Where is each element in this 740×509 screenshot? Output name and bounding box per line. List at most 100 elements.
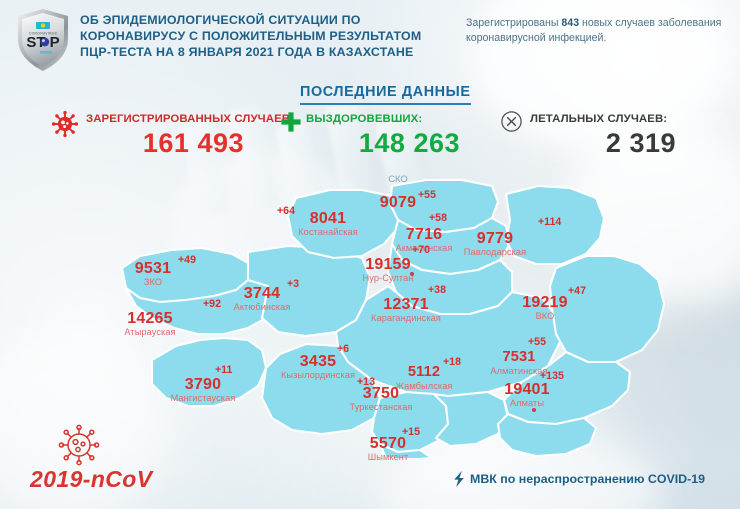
map-value-pavlodar: 9779	[476, 230, 514, 247]
map-label-nursultan: 19159 Нур-Султан	[363, 256, 414, 284]
region-kostanay	[286, 188, 402, 260]
map-label-shymkent: 5570 Шымкент	[368, 435, 409, 463]
region-almaty-city	[496, 412, 598, 458]
new-cases-note: Зарегистрированы 843 новых случаев забол…	[466, 16, 730, 45]
stat-recovered: ВЫЗДОРОВЕВШИХ: 148 263	[280, 111, 460, 159]
map-name-karaganda: Карагандинская	[371, 313, 441, 323]
map-label-zko: 9531 ЗКО	[135, 260, 171, 288]
map-label-turkestan: 3750 Туркестанская	[349, 385, 412, 413]
kazakhstan-region-map: СКО 9079 +55 8041 Костанайская +64 7716 …	[0, 168, 740, 462]
map-label-pavlodar: 9779 Павлодарская	[464, 230, 526, 258]
map-delta-zhambyl: +18	[443, 356, 461, 368]
svg-text:CORONAVIRUS: CORONAVIRUS	[29, 32, 58, 36]
map-label-vko: 19219 ВКО	[522, 294, 568, 322]
map-delta-almaty-city: +135	[540, 370, 564, 382]
map-value-mangistau: 3790	[184, 376, 222, 393]
map-label-kyzylorda: 3435 Кызылординская	[281, 353, 355, 381]
region-vko	[548, 254, 666, 364]
map-label-mangistau: 3790 Мангистауская	[171, 376, 236, 404]
map-value-shymkent: 5570	[369, 435, 407, 452]
map-label-sko: 9079	[380, 194, 416, 211]
map-delta-zko: +49	[178, 254, 196, 266]
map-delta-karaganda: +38	[428, 284, 446, 296]
map-value-vko: 19219	[522, 294, 568, 311]
map-name-turkestan: Туркестанская	[349, 402, 413, 412]
map-delta-turkestan: +13	[357, 376, 375, 388]
stat-registered-value: 161 493	[142, 128, 244, 159]
stat-recovered-value: 148 263	[358, 128, 460, 159]
map-delta-mangistau: +11	[215, 364, 233, 376]
map-name-vko: ВКО	[535, 311, 555, 321]
map-delta-shymkent: +15	[402, 426, 420, 438]
region-pavlodar	[504, 184, 606, 266]
stat-deaths-label: ЛЕТАЛЬНЫХ СЛУЧАЕВ:	[530, 113, 668, 125]
map-name-mangistau: Мангистауская	[170, 393, 236, 403]
map-name-aktobe: Актюбинская	[233, 302, 291, 312]
stat-registered-cases: ЗАРЕГИСТРИРОВАННЫХ СЛУЧАЕВ: 161 493	[51, 110, 295, 159]
map-value-sko: 9079	[379, 194, 417, 211]
map-name-atyrau: Атырауская	[124, 327, 176, 337]
map-name-nursultan: Нур-Султан	[362, 273, 414, 283]
stat-registered-label: ЗАРЕГИСТРИРОВАННЫХ СЛУЧАЕВ:	[86, 113, 295, 125]
capital-marker-dot	[410, 272, 414, 276]
map-value-almaty-region: 7531	[502, 349, 536, 365]
region-shymkent	[378, 442, 434, 458]
footer-organization-label: МВК по нераспространению COVID-19	[470, 472, 706, 486]
page-title: ОБ ЭПИДЕМИОЛОГИЧЕСКОЙ СИТУАЦИИ ПО КОРОНА…	[80, 13, 422, 60]
virus-outline-icon	[58, 424, 100, 466]
map-label-almaty-city: 19401 Алматы	[504, 381, 550, 409]
map-label-almaty-region: 7531 Алматинская	[490, 349, 547, 377]
x-circle-icon	[500, 110, 523, 133]
virus-icon	[51, 110, 79, 138]
map-name-kostanay: Костанайская	[298, 227, 358, 237]
map-value-nursultan: 19159	[365, 256, 411, 273]
map-value-zhambyl: 5112	[407, 364, 441, 380]
stat-recovered-label: ВЫЗДОРОВЕВШИХ:	[306, 113, 423, 125]
map-value-zko: 9531	[134, 260, 172, 277]
map-delta-pavlodar: +114	[538, 216, 562, 228]
map-name-zko: ЗКО	[143, 277, 163, 287]
map-label-kostanay: 8041 Костанайская	[298, 210, 358, 238]
map-value-akmola: 7716	[405, 226, 443, 243]
map-value-atyrau: 14265	[127, 310, 173, 327]
map-value-turkestan: 3750	[362, 385, 400, 402]
map-name-almaty-region: Алматинская	[490, 366, 548, 376]
map-delta-sko: +55	[418, 189, 436, 201]
map-label-zhambyl: 5112 Жамбылская	[395, 364, 452, 392]
map-delta-kostanay: +64	[277, 205, 295, 217]
stat-deaths-value: 2 319	[605, 128, 676, 159]
map-value-kyzylorda: 3435	[299, 353, 337, 370]
map-name-kyzylorda: Кызылординская	[280, 370, 356, 380]
map-name-akmola: Акмолинская	[395, 243, 453, 253]
map-label-akmola: 7716 Акмолинская	[396, 226, 453, 254]
map-delta-vko: +47	[568, 285, 586, 297]
footer-organization: МВК по нераспространению COVID-19	[454, 471, 706, 487]
map-label-aktobe: 3744 Актюбинская	[234, 285, 291, 313]
region-mangistau	[150, 336, 268, 408]
map-name-almaty-city: Алматы	[509, 398, 545, 408]
map-value-almaty-city: 19401	[504, 381, 550, 398]
region-karaganda	[334, 284, 562, 398]
plus-icon	[280, 111, 302, 133]
map-label-atyrau: 14265 Атырауская	[124, 310, 175, 338]
map-label-sko-caption: СКО	[388, 173, 408, 184]
capital-marker-dot	[532, 408, 536, 412]
bolt-icon	[452, 471, 466, 487]
note-suffix: новых случаев заболевания коронавирусной…	[466, 17, 722, 44]
map-value-aktobe: 3744	[243, 285, 281, 302]
note-prefix: Зарегистрированы	[466, 17, 562, 29]
latest-data-heading: ПОСЛЕДНИЕ ДАННЫЕ	[300, 84, 471, 105]
ncov-label: 2019-nCoV	[30, 466, 153, 492]
stat-deaths: ЛЕТАЛЬНЫХ СЛУЧАЕВ: 2 319	[500, 110, 676, 159]
map-label-karaganda: 12371 Карагандинская	[371, 296, 441, 324]
map-delta-atyrau: +92	[203, 298, 221, 310]
map-delta-almaty-region: +55	[528, 336, 546, 348]
note-number: 843	[561, 17, 580, 29]
stop-coronavirus-logo: CORONAVIRUS ST P	[14, 7, 72, 73]
map-delta-nursultan: +70	[412, 244, 430, 256]
map-delta-aktobe: +3	[287, 278, 300, 290]
map-name-pavlodar: Павлодарская	[463, 247, 527, 257]
map-value-karaganda: 12371	[383, 296, 429, 313]
map-name-zhambyl: Жамбылская	[395, 381, 453, 391]
